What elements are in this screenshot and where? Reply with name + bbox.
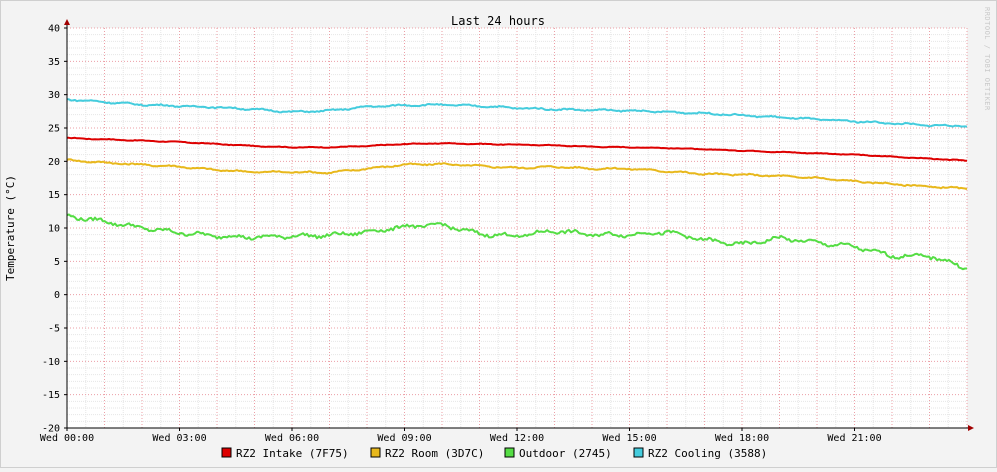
x-tick-label: Wed 00:00 [40,433,94,444]
series-layer [66,98,968,271]
x-tick-label: Wed 09:00 [377,433,431,444]
y-tick-label: 10 [48,224,60,235]
x-axis-arrow [968,425,974,431]
axis-layer: -20 -15 -10 -5 0 5 10 15 20 25 30 35 40 Wed 00:00 Wed … [40,19,974,444]
legend-label: RZ2 Intake (7F75) [236,447,349,460]
x-tick-label: Wed 12:00 [490,433,544,444]
y-tick-label: 5 [54,257,60,268]
y-tick-label: 35 [48,57,60,68]
legend-swatch [504,447,515,458]
y-tick-label: 30 [48,90,60,101]
legend: RZ2 Intake (7F75) RZ2 Room (3D7C) Outdoor … [221,447,767,460]
chart-title: Last 24 hours [451,14,545,28]
legend-swatch [633,447,644,458]
y-tick-label: 15 [48,190,60,201]
series-line [66,158,968,191]
legend-label: RZ2 Cooling (3588) [648,447,767,460]
y-tick-label: -5 [48,324,60,335]
y-tick-label: -15 [42,390,60,401]
y-tick-label: 0 [54,290,60,301]
legend-swatch [370,447,381,458]
series-line [66,213,967,271]
x-tick-label: Wed 21:00 [827,433,881,444]
rrdtool-watermark: RRDTOOL / TOBI OETIKER [983,7,991,111]
legend-label: Outdoor (2745) [519,447,612,460]
legend-swatch [221,447,232,458]
y-tick-label: -20 [42,424,60,435]
y-axis-label: Temperature (°C) [4,175,17,281]
legend-label: RZ2 Room (3D7C) [385,447,484,460]
x-tick-label: Wed 06:00 [265,433,319,444]
series-line [66,98,968,128]
y-tick-label: -10 [42,357,60,368]
y-tick-label: 40 [48,24,60,35]
grid-layer [66,27,968,429]
series-line [67,136,968,162]
y-tick-label: 25 [48,124,60,135]
x-tick-label: Wed 15:00 [602,433,656,444]
x-tick-label: Wed 03:00 [152,433,206,444]
x-tick-label: Wed 18:00 [715,433,769,444]
y-tick-label: 20 [48,157,60,168]
y-axis-arrow [64,19,70,25]
